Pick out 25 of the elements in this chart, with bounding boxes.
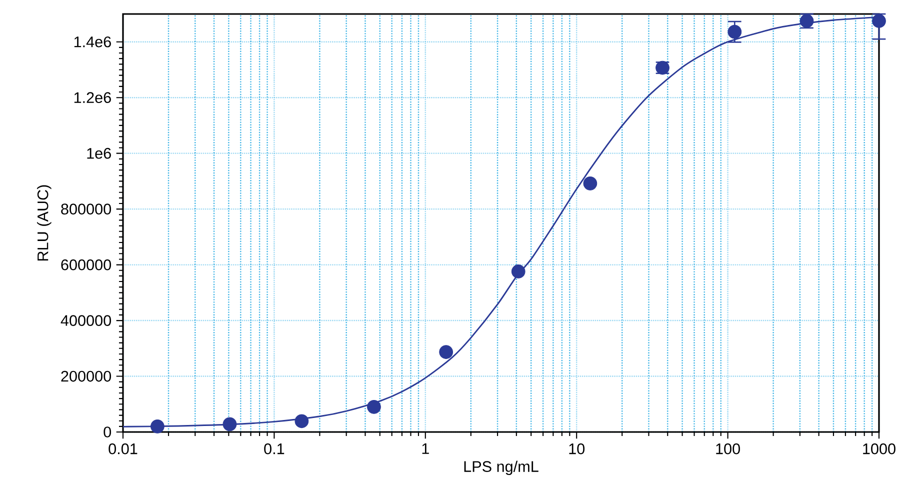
y-tick-label: 0	[104, 426, 112, 438]
point	[367, 400, 381, 414]
y-tick-label: 1.2e6	[74, 92, 111, 104]
y-tick-label: 400000	[60, 315, 112, 326]
y-tick-label: 800000	[61, 204, 112, 214]
x-tick-label: 100	[716, 443, 740, 454]
point	[222, 417, 237, 432]
point	[511, 264, 526, 278]
point	[872, 14, 886, 28]
point	[439, 345, 453, 359]
y-tick-label: 600000	[61, 259, 112, 270]
x-tick-label: 0.01	[108, 443, 138, 454]
point	[583, 176, 598, 190]
x-tick-label: 1000	[863, 443, 896, 454]
point	[728, 24, 742, 39]
y-tick-label: 200000	[61, 370, 112, 382]
x-tick-label: 0.1	[264, 443, 284, 454]
y-axis-title: RLU (AUC)	[37, 185, 52, 261]
point	[150, 419, 164, 434]
x-tick-label: 1	[422, 443, 429, 454]
y-tick-label: 1e6	[87, 148, 111, 159]
x-axis-title: LPS ng/mL	[464, 460, 538, 476]
y-tick-label: 1.4e6	[74, 36, 111, 48]
x-tick-label: 10	[569, 443, 585, 454]
point	[294, 414, 309, 428]
